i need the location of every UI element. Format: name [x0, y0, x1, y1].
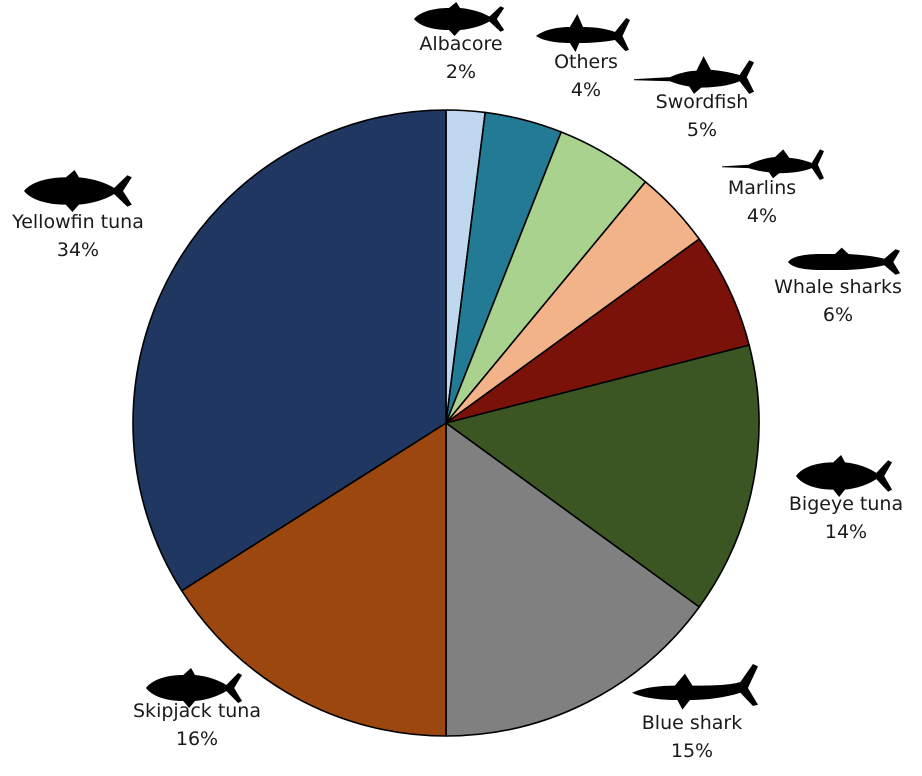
tuna-silhouette-icon — [146, 668, 243, 708]
pie-slice-blue-shark — [445, 422, 701, 737]
blue-shark-silhouette-icon — [632, 664, 758, 710]
slice-percent-albacore: 2% — [446, 61, 476, 83]
marlin-silhouette-icon — [722, 149, 824, 180]
tuna-silhouette-icon — [414, 2, 505, 36]
slice-label-skipjack-tuna: Skipjack tuna — [133, 700, 261, 722]
slice-percent-bigeye-tuna: 14% — [825, 521, 867, 543]
swordfish-silhouette-icon — [634, 56, 754, 94]
slice-label-bigeye-tuna: Bigeye tuna — [789, 493, 903, 515]
whale-shark-silhouette-icon — [788, 247, 900, 275]
slice-percent-swordfish: 5% — [687, 119, 717, 141]
slice-percent-yellowfin-tuna: 34% — [57, 239, 99, 261]
slice-label-others: Others — [554, 51, 618, 73]
pie-slice-bigeye-tuna — [445, 344, 760, 608]
slice-label-swordfish: Swordfish — [656, 91, 749, 113]
shark-silhouette-icon — [536, 14, 630, 52]
slice-percent-marlins: 4% — [747, 205, 777, 227]
slice-label-albacore: Albacore — [419, 33, 502, 55]
pie-slices — [132, 109, 760, 737]
fish-icons — [24, 2, 900, 710]
pie-slice-whale-sharks — [445, 238, 750, 424]
slice-label-whale-sharks: Whale sharks — [774, 276, 902, 298]
tuna-silhouette-icon — [796, 455, 893, 497]
slice-percent-others: 4% — [571, 79, 601, 101]
slice-label-blue-shark: Blue shark — [642, 712, 742, 734]
slice-percent-whale-sharks: 6% — [823, 304, 853, 326]
slice-label-marlins: Marlins — [728, 177, 796, 199]
slice-percent-blue-shark: 15% — [671, 740, 713, 762]
pie-labels: Albacore 2% Others 4% Swordfish 5% Marlins 4% Wh… — [11, 33, 903, 762]
slice-label-yellowfin-tuna: Yellowfin tuna — [11, 211, 144, 233]
pie-slice-skipjack-tuna — [180, 422, 447, 737]
tuna-silhouette-icon — [24, 170, 132, 212]
pie-slice-yellowfin-tuna — [132, 109, 447, 592]
slice-percent-skipjack-tuna: 16% — [176, 728, 218, 750]
